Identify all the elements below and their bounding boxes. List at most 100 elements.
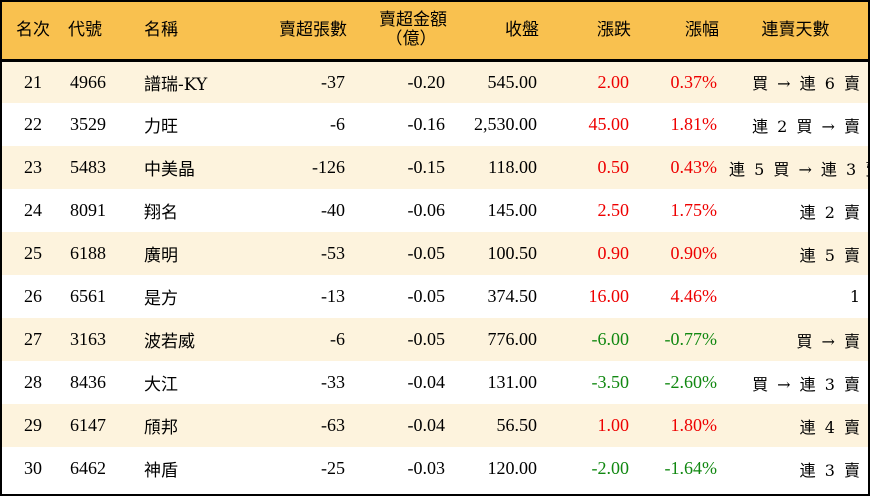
table-row[interactable]: 22 3529 力旺 -6 -0.16 2,530.00 45.00 1.81%… — [2, 103, 868, 146]
stock-name-cell[interactable]: 中美晶 — [144, 160, 195, 180]
stock-name-cell[interactable]: 是方 — [144, 289, 178, 309]
stock-code-cell: 3529 — [70, 114, 106, 134]
table-row[interactable]: 25 6188 廣明 -53 -0.05 100.50 0.90 0.90% 連… — [2, 232, 868, 275]
rank-cell: 28 — [24, 372, 42, 392]
net-sell-lots-cell: -33 — [321, 372, 345, 392]
change-cell: 2.50 — [597, 200, 630, 220]
stock-code-cell: 6188 — [70, 243, 106, 263]
header-streak[interactable]: 連賣天數 — [723, 2, 868, 62]
change-pct-cell: 1.81% — [670, 114, 718, 134]
net-sell-amount-cell: -0.05 — [407, 286, 446, 306]
net-sell-amount-cell: -0.03 — [407, 458, 446, 478]
table-row[interactable]: 23 5483 中美晶 -126 -0.15 118.00 0.50 0.43%… — [2, 146, 870, 189]
header-net-sell-amount-unit: （億） — [385, 29, 437, 50]
net-sell-amount-cell: -0.04 — [407, 372, 446, 392]
rank-cell: 22 — [24, 114, 42, 134]
stock-code-cell: 8436 — [70, 372, 106, 392]
change-cell: -6.00 — [591, 329, 630, 349]
header-net-sell-amount[interactable]: 賣超金額 （億） — [351, 2, 451, 62]
net-sell-lots-cell: -40 — [321, 200, 345, 220]
table-row[interactable]: 27 3163 波若威 -6 -0.05 776.00 -6.00 -0.77%… — [2, 318, 868, 361]
stock-name-cell[interactable]: 波若威 — [144, 332, 195, 352]
stock-code-cell: 3163 — [70, 329, 106, 349]
change-pct-cell: -0.77% — [664, 329, 718, 349]
change-cell: -3.50 — [591, 372, 630, 392]
stock-code-cell: 8091 — [70, 200, 106, 220]
change-cell: 0.50 — [597, 157, 630, 177]
rank-cell: 23 — [24, 157, 42, 177]
change-pct-cell: -2.60% — [664, 372, 718, 392]
header-change[interactable]: 漲跌 — [543, 2, 635, 62]
stock-name-cell[interactable]: 頎邦 — [144, 418, 178, 438]
rank-cell: 29 — [24, 415, 42, 435]
net-sell-lots-cell: -6 — [330, 114, 345, 134]
rank-cell: 24 — [24, 200, 42, 220]
net-sell-lots-cell: -6 — [330, 329, 345, 349]
close-price-cell: 120.00 — [487, 458, 538, 478]
close-price-cell: 374.50 — [487, 286, 538, 306]
stock-name-cell[interactable]: 譜瑞-KY — [144, 74, 208, 95]
stock-code-cell: 6561 — [70, 286, 106, 306]
change-pct-cell: 0.90% — [670, 243, 718, 263]
sell-streak-cell: 買 → 連 3 賣 — [752, 374, 862, 394]
change-pct-cell: 0.43% — [670, 157, 718, 177]
change-pct-cell: 1.80% — [670, 415, 718, 435]
net-sell-amount-cell: -0.05 — [407, 243, 446, 263]
sell-streak-cell: 連 4 賣 — [799, 417, 862, 437]
header-net-sell-lots[interactable]: 賣超張數 — [237, 2, 351, 62]
change-cell: 16.00 — [588, 286, 630, 306]
close-price-cell: 131.00 — [487, 372, 538, 392]
table-row[interactable]: 24 8091 翔名 -40 -0.06 145.00 2.50 1.75% 連… — [2, 189, 868, 232]
close-price-cell: 2,530.00 — [474, 114, 537, 134]
close-price-cell: 118.00 — [488, 157, 537, 177]
sell-streak-cell: 連 2 賣 — [799, 202, 862, 222]
header-change-pct[interactable]: 漲幅 — [635, 2, 723, 62]
sell-streak-cell: 買 → 賣 — [796, 331, 862, 351]
stock-name-cell[interactable]: 大江 — [144, 375, 178, 395]
table-row[interactable]: 30 6462 神盾 -25 -0.03 120.00 -2.00 -1.64%… — [2, 447, 868, 490]
change-pct-cell: -1.64% — [664, 458, 718, 478]
net-sell-lots-cell: -53 — [321, 243, 345, 263]
table-row[interactable]: 21 4966 譜瑞-KY -37 -0.20 545.00 2.00 0.37… — [2, 60, 868, 103]
sell-streak-cell: 連 5 買 → 連 3 賣 — [729, 159, 870, 179]
net-sell-amount-cell: -0.20 — [407, 71, 446, 92]
stock-code-cell: 6462 — [70, 458, 106, 478]
stock-code-cell: 4966 — [70, 71, 106, 92]
table-row[interactable]: 28 8436 大江 -33 -0.04 131.00 -3.50 -2.60%… — [2, 361, 868, 404]
change-cell: 0.90 — [597, 243, 630, 263]
change-pct-cell: 0.37% — [670, 71, 718, 92]
rank-cell: 27 — [24, 329, 42, 349]
sell-streak-cell: 1 — [849, 287, 862, 306]
stock-code-cell: 5483 — [70, 157, 106, 177]
close-price-cell: 145.00 — [487, 200, 538, 220]
header-close[interactable]: 收盤 — [451, 2, 543, 62]
header-rank[interactable]: 名次 — [2, 2, 64, 62]
table-row[interactable]: 29 6147 頎邦 -63 -0.04 56.50 1.00 1.80% 連 … — [2, 404, 868, 447]
stock-name-cell[interactable]: 力旺 — [144, 117, 178, 137]
net-sell-lots-cell: -13 — [321, 286, 345, 306]
table-row[interactable]: 26 6561 是方 -13 -0.05 374.50 16.00 4.46% … — [2, 275, 868, 318]
stock-name-cell[interactable]: 神盾 — [144, 461, 178, 481]
net-sell-lots-cell: -25 — [321, 458, 345, 478]
rank-cell: 30 — [24, 458, 42, 478]
stock-code-cell: 6147 — [70, 415, 106, 435]
header-name[interactable]: 名稱 — [132, 2, 237, 62]
net-sell-amount-cell: -0.04 — [407, 415, 446, 435]
net-sell-lots-cell: -126 — [312, 157, 345, 177]
rank-cell: 25 — [24, 243, 42, 263]
stock-name-cell[interactable]: 廣明 — [144, 246, 178, 266]
change-cell: 2.00 — [597, 71, 630, 92]
change-cell: 45.00 — [588, 114, 630, 134]
header-code[interactable]: 代號 — [64, 2, 132, 62]
stock-name-cell[interactable]: 翔名 — [144, 203, 178, 223]
sell-streak-cell: 連 2 買 → 賣 — [752, 116, 862, 136]
net-sell-amount-cell: -0.16 — [407, 114, 446, 134]
change-cell: -2.00 — [591, 458, 630, 478]
rank-cell: 21 — [24, 71, 42, 92]
net-sell-amount-cell: -0.15 — [407, 157, 446, 177]
close-price-cell: 100.50 — [487, 243, 538, 263]
change-pct-cell: 1.75% — [670, 200, 718, 220]
header-net-sell-amount-line1: 賣超金額 — [379, 10, 447, 31]
change-pct-cell: 4.46% — [670, 286, 718, 306]
